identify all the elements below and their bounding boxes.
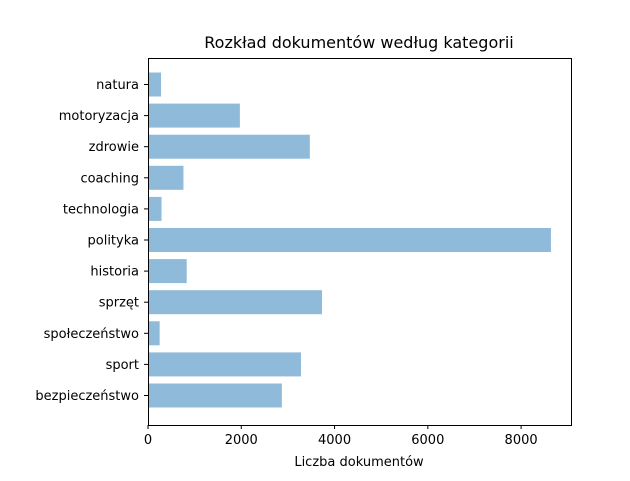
bar (148, 103, 240, 128)
y-tick-label: motoryzacja (59, 109, 139, 124)
x-axis-ticks: 0 2000 4000 6000 8000 (144, 425, 538, 448)
y-tick-label: polityka (88, 234, 140, 249)
y-tick-label: bezpieczeństwo (35, 389, 139, 404)
x-tick-label: 2000 (225, 433, 258, 448)
bar (148, 196, 162, 221)
x-tick-label: 0 (144, 433, 152, 448)
x-tick-label: 4000 (318, 433, 351, 448)
bar (148, 383, 282, 408)
bar (148, 228, 551, 252)
bar (148, 259, 187, 284)
y-tick-label: społeczeństwo (44, 327, 139, 342)
x-axis-label: Liczba dokumentów (294, 455, 424, 470)
x-tick-label: 6000 (411, 433, 444, 448)
y-tick-label: natura (96, 78, 139, 93)
chart-title: Rozkład dokumentów według kategorii (204, 33, 513, 52)
x-tick-label: 8000 (505, 433, 538, 448)
bar (148, 72, 162, 97)
bar (148, 290, 322, 315)
bars-group (148, 72, 551, 408)
bar (148, 352, 301, 377)
y-tick-label: coaching (80, 171, 139, 186)
y-tick-label: historia (90, 265, 139, 280)
bar (148, 321, 160, 346)
bar (148, 165, 184, 190)
plot-frame (148, 58, 572, 426)
y-tick-label: sprzęt (99, 296, 139, 311)
y-tick-label: technologia (63, 202, 139, 217)
y-axis-ticks: natura motoryzacja zdrowie coaching technolo… (35, 78, 148, 404)
bar (148, 134, 310, 159)
y-tick-label: zdrowie (89, 140, 139, 155)
y-tick-label: sport (106, 358, 139, 373)
